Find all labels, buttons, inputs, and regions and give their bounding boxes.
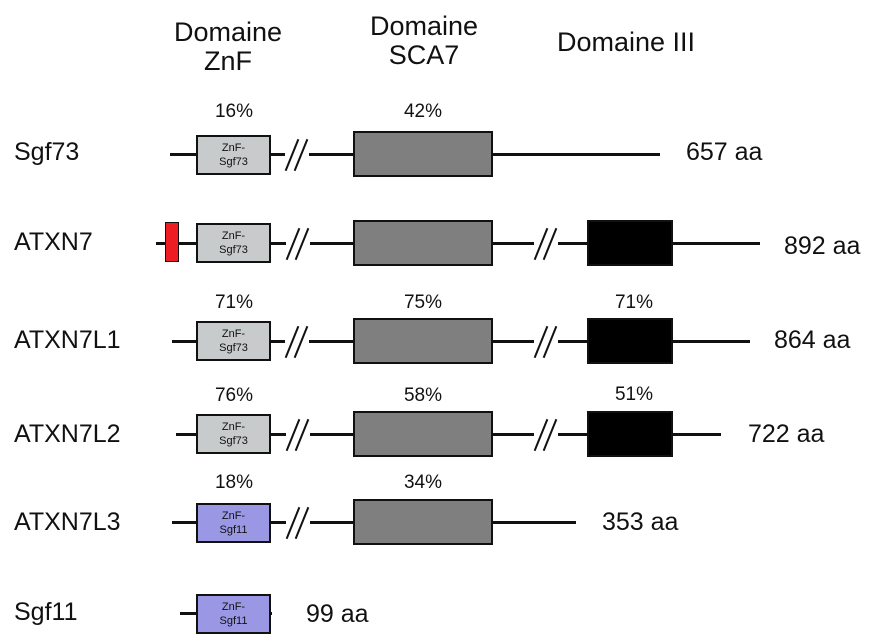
n-terminal-red-domain <box>165 222 179 262</box>
break-mark <box>286 420 310 450</box>
znf-label-2: Sgf11 <box>219 615 248 627</box>
protein-length: 99 aa <box>306 600 369 628</box>
protein-name: ATXN7L2 <box>14 420 121 448</box>
pct-znf: 76% <box>214 385 254 406</box>
sca7-domain <box>353 499 493 545</box>
sca7-domain <box>353 220 493 266</box>
break-mark <box>286 229 310 259</box>
pct-sca7: 58% <box>403 385 443 406</box>
protein-name: Sgf73 <box>14 138 80 166</box>
znf-label-1: ZnF- <box>221 142 246 154</box>
znf-label-1: ZnF- <box>221 421 246 433</box>
znf-label-1: ZnF- <box>221 230 246 242</box>
znf-label-2: Sgf73 <box>219 156 248 168</box>
break-mark <box>534 229 558 259</box>
sca7-domain <box>353 131 493 177</box>
protein-length: 657 aa <box>686 138 763 166</box>
break-mark <box>534 420 558 450</box>
znf-label-2: Sgf73 <box>219 342 248 354</box>
protein-length: 353 aa <box>602 508 679 536</box>
protein-length: 864 aa <box>774 326 851 354</box>
znf-label-2: Sgf11 <box>219 524 248 536</box>
pct-sca7: 42% <box>403 101 443 122</box>
znf-domain: ZnF- Sgf73 <box>196 321 271 361</box>
znf-domain: ZnF- Sgf73 <box>196 414 271 454</box>
znf-domain-sgf11: ZnF- Sgf11 <box>196 594 271 634</box>
protein-name: Sgf11 <box>14 598 78 626</box>
znf-label-2: Sgf73 <box>219 435 248 447</box>
header-znf: Domaine ZnF <box>138 18 318 76</box>
break-mark <box>286 508 310 538</box>
znf-label-1: ZnF- <box>221 601 246 613</box>
znf-domain: ZnF- Sgf73 <box>196 135 271 175</box>
protein-name: ATXN7 <box>14 228 93 256</box>
znf-label-1: ZnF- <box>221 328 246 340</box>
protein-name: ATXN7L1 <box>14 326 121 354</box>
sca7-domain <box>353 411 493 457</box>
protein-length: 722 aa <box>748 420 825 448</box>
header-sca7-line1: Domaine <box>369 11 479 41</box>
znf-label-1: ZnF- <box>221 510 246 522</box>
pct-sca7: 75% <box>403 292 443 313</box>
pct-znf: 18% <box>214 472 254 493</box>
break-mark <box>285 140 309 170</box>
znf-label-2: Sgf73 <box>219 244 248 256</box>
break-mark <box>285 327 309 357</box>
sca7-domain <box>353 318 493 364</box>
header-domain3: Domaine III <box>556 27 696 57</box>
protein-length: 892 aa <box>784 232 861 260</box>
protein-name: ATXN7L3 <box>14 508 121 536</box>
header-znf-line1: Domaine <box>173 17 283 47</box>
pct-znf: 16% <box>214 101 254 122</box>
pct-domain3: 51% <box>614 384 654 405</box>
header-sca7: Domaine SCA7 <box>334 12 514 70</box>
header-sca7-line2: SCA7 <box>388 40 460 70</box>
pct-znf: 71% <box>214 292 254 313</box>
domain3 <box>587 411 673 457</box>
break-mark <box>534 327 558 357</box>
domain3 <box>587 220 673 266</box>
znf-domain-sgf11: ZnF- Sgf11 <box>196 503 271 543</box>
header-znf-line2: ZnF <box>203 46 252 76</box>
pct-sca7: 34% <box>403 472 443 493</box>
znf-domain: ZnF- Sgf73 <box>196 223 271 263</box>
pct-domain3: 71% <box>614 292 654 313</box>
domain3 <box>587 318 673 364</box>
